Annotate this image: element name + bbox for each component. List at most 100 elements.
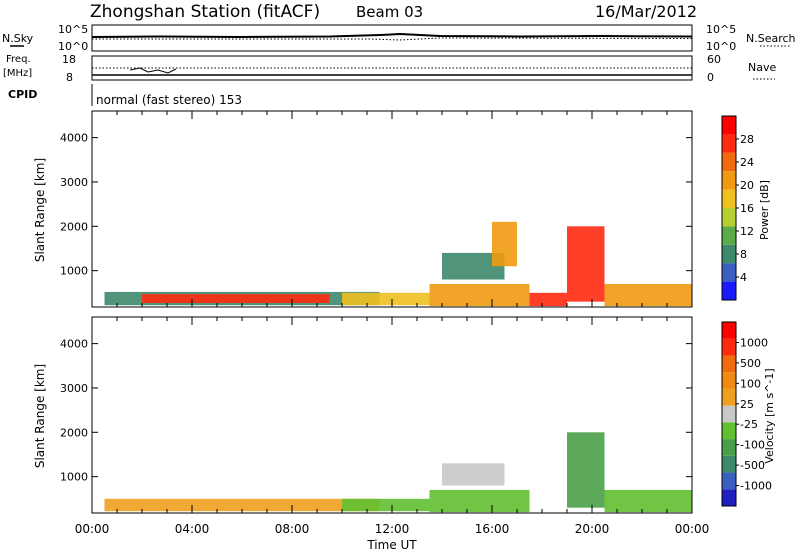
power-colorbar: 4 8 12 16 20 24 28 bbox=[721, 115, 754, 301]
velocity-colorbar-tick-label-3: -25 bbox=[740, 418, 758, 431]
velocity-colorbar-cell-7 bbox=[722, 372, 736, 389]
velocity-ylabel: Slant Range [km] bbox=[33, 364, 47, 468]
power-colorbar-cell-5 bbox=[722, 189, 736, 208]
power-colorbar-cell-3 bbox=[722, 226, 736, 245]
freq-trace-wiggle bbox=[129, 67, 177, 74]
power-colorbar-cell-4 bbox=[722, 208, 736, 227]
power-colorbar-cell-2 bbox=[722, 244, 736, 264]
power-ylabel: Slant Range [km] bbox=[33, 158, 47, 262]
power-colorbar-tick-label-1: 8 bbox=[740, 248, 747, 261]
time-tick-label-6: 00:00 bbox=[675, 522, 710, 536]
cpid-label: CPID bbox=[8, 88, 37, 101]
velocity-colorbar-frame bbox=[721, 321, 737, 507]
velocity-colorbar-cell-3 bbox=[722, 439, 736, 456]
power-panel: 1000 2000 3000 4000 Slant Range [km] 4 8 12 16… bbox=[33, 110, 771, 308]
date-label: 16/Mar/2012 bbox=[595, 2, 697, 21]
time-axis-labels: 00:00 04:00 08:00 12:00 16:00 20:00 00:00 bbox=[75, 522, 710, 536]
velocity-colorbar: -1000 -500 -100 -25 25 100 500 1000 bbox=[721, 321, 772, 507]
velocity-x-ticks bbox=[91, 317, 693, 513]
power-colorbar-cell-7 bbox=[722, 152, 736, 172]
velocity-colorbar-label: Velocity [m s^-1] bbox=[763, 368, 776, 463]
power-y-ticks: 1000 2000 3000 4000 bbox=[60, 132, 692, 278]
velocity-colorbar-cell-9 bbox=[722, 338, 736, 356]
power-colorbar-cell-1 bbox=[722, 263, 736, 282]
velocity-colorbar-cell-6 bbox=[722, 388, 736, 406]
nsky-panel-frame bbox=[91, 24, 693, 52]
freq-unit: [MHz] bbox=[3, 68, 32, 79]
power-region-7 bbox=[567, 226, 605, 302]
power-region-8 bbox=[604, 283, 692, 307]
freq-label: Freq. bbox=[6, 54, 31, 65]
velocity-colorbar-cell-10 bbox=[722, 322, 736, 339]
velocity-ytick-label-2: 3000 bbox=[60, 382, 88, 395]
power-colorbar-tick-label-0: 4 bbox=[740, 271, 747, 284]
cpid-text: normal (fast stereo) 153 bbox=[96, 93, 242, 107]
power-ytick-label-1: 2000 bbox=[60, 220, 88, 233]
velocity-colorbar-cell-8 bbox=[722, 355, 736, 373]
power-ytick-label-0: 1000 bbox=[60, 265, 88, 278]
velocity-colorbar-tick-label-5: 100 bbox=[740, 377, 761, 390]
power-colorbar-tick-label-3: 16 bbox=[740, 202, 754, 215]
power-colorbar-cell-0 bbox=[722, 281, 736, 300]
station-title: Zhongshan Station (fitACF) bbox=[90, 2, 320, 22]
power-data-regions bbox=[104, 221, 692, 307]
beam-label: Beam 03 bbox=[356, 3, 423, 21]
power-colorbar-tick-label-5: 24 bbox=[740, 156, 754, 169]
velocity-colorbar-tick-label-1: -500 bbox=[740, 459, 765, 472]
velocity-ytick-label-1: 2000 bbox=[60, 426, 88, 439]
nave-label: Nave bbox=[748, 61, 776, 74]
power-x-ticks bbox=[91, 111, 693, 307]
velocity-colorbar-tick-label-6: 500 bbox=[740, 357, 761, 370]
nave-tick-bottom: 0 bbox=[707, 71, 714, 84]
velocity-region-5 bbox=[604, 489, 692, 513]
freq-tick-top: 18 bbox=[62, 53, 76, 66]
power-region-1 bbox=[142, 294, 330, 304]
power-colorbar-tick-label-6: 28 bbox=[740, 133, 754, 146]
time-tick-label-4: 16:00 bbox=[475, 522, 510, 536]
nsky-tick-top: 10^5 bbox=[58, 23, 88, 36]
power-colorbar-tick-label-2: 12 bbox=[740, 225, 754, 238]
nsky-tick-bottom: 10^0 bbox=[58, 40, 88, 53]
freq-tick-bottom: 8 bbox=[66, 71, 73, 84]
velocity-colorbar-cell-0 bbox=[722, 489, 736, 506]
power-colorbar-cell-9 bbox=[722, 116, 736, 135]
velocity-colorbar-tick-label-4: 25 bbox=[740, 398, 754, 411]
nsky-label: N.Sky bbox=[2, 32, 34, 45]
power-ytick-label-3: 4000 bbox=[60, 132, 88, 145]
velocity-y-ticks: 1000 2000 3000 4000 bbox=[60, 338, 692, 484]
velocity-colorbar-cell-4 bbox=[722, 422, 736, 440]
time-axis-title: Time UT bbox=[366, 538, 417, 552]
velocity-ytick-label-3: 4000 bbox=[60, 338, 88, 351]
velocity-region-2 bbox=[442, 463, 505, 486]
time-tick-label-2: 08:00 bbox=[275, 522, 310, 536]
velocity-region-0 bbox=[104, 498, 380, 512]
velocity-colorbar-tick-label-7: 1000 bbox=[740, 336, 768, 349]
power-ytick-label-2: 3000 bbox=[60, 176, 88, 189]
power-colorbar-cell-6 bbox=[722, 171, 736, 190]
velocity-region-4 bbox=[567, 432, 605, 508]
nsearch-tick-top: 10^5 bbox=[706, 23, 736, 36]
power-region-2 bbox=[342, 292, 430, 306]
power-region-5 bbox=[492, 221, 517, 267]
velocity-region-1 bbox=[342, 498, 430, 512]
velocity-data-regions bbox=[104, 432, 692, 513]
power-region-3 bbox=[429, 283, 530, 307]
power-colorbar-cell-8 bbox=[722, 134, 736, 153]
velocity-colorbar-cell-2 bbox=[722, 455, 736, 473]
time-tick-label-5: 20:00 bbox=[575, 522, 610, 536]
velocity-colorbar-cell-5 bbox=[722, 405, 736, 423]
nsearch-tick-bottom: 10^0 bbox=[706, 40, 736, 53]
velocity-colorbar-cell-1 bbox=[722, 472, 736, 490]
velocity-colorbar-tick-label-2: -100 bbox=[740, 439, 765, 452]
power-colorbar-tick-label-4: 20 bbox=[740, 179, 754, 192]
time-tick-label-0: 00:00 bbox=[75, 522, 110, 536]
nsearch-label: N.Search bbox=[746, 32, 796, 45]
velocity-colorbar-tick-label-0: -1000 bbox=[740, 480, 772, 493]
time-tick-label-3: 12:00 bbox=[375, 522, 410, 536]
power-colorbar-label: Power [dB] bbox=[758, 180, 771, 240]
velocity-region-3 bbox=[429, 489, 530, 513]
velocity-ytick-label-0: 1000 bbox=[60, 471, 88, 484]
power-region-6 bbox=[529, 292, 567, 307]
